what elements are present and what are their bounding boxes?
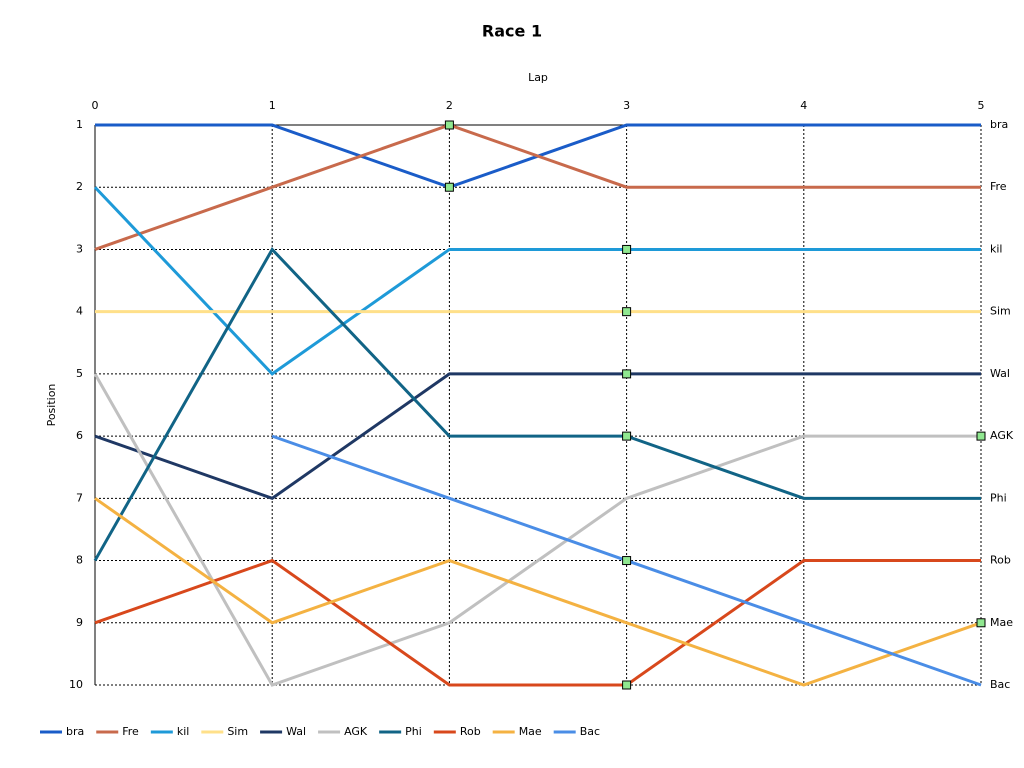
legend-label: kil: [177, 725, 189, 738]
y-tick-label: 10: [69, 678, 83, 691]
x-tick-label: 2: [446, 99, 453, 112]
y-tick-label: 3: [76, 242, 83, 255]
point-marker: [622, 307, 632, 317]
point-marker: [444, 182, 454, 192]
legend-label: bra: [66, 725, 84, 738]
point-marker: [444, 120, 454, 130]
x-tick-label: 3: [623, 99, 630, 112]
legend-label: Mae: [519, 725, 542, 738]
y-tick-label: 9: [76, 616, 83, 629]
y-tick-label: 5: [76, 367, 83, 380]
point-marker: [976, 431, 986, 441]
y-tick-label: 4: [76, 305, 83, 318]
series-line: [93, 186, 981, 376]
chart-title: Race 1: [482, 22, 542, 41]
series-line: [94, 372, 981, 501]
legend-label: Wal: [286, 725, 306, 738]
y-tick-label: 2: [76, 180, 83, 193]
legend-label: Phi: [405, 725, 422, 738]
end-label: Mae: [990, 616, 1013, 629]
end-label: Bac: [990, 678, 1010, 691]
x-tick-label: 5: [978, 99, 985, 112]
y-tick-label: 7: [76, 491, 83, 504]
end-label: Fre: [990, 180, 1007, 193]
legend-label: Rob: [460, 725, 481, 738]
legend-label: Bac: [580, 725, 600, 738]
series-line: [94, 497, 982, 687]
end-label: AGK: [990, 429, 1014, 442]
end-label: kil: [990, 242, 1002, 255]
legend-label: AGK: [344, 725, 368, 738]
point-marker: [622, 680, 632, 690]
point-marker: [622, 431, 632, 441]
end-label: Sim: [990, 305, 1011, 318]
y-axis-label: Position: [45, 384, 58, 427]
series-line: [94, 558, 981, 687]
x-tick-label: 4: [800, 99, 807, 112]
x-tick-label: 0: [92, 99, 99, 112]
x-axis-label: Lap: [528, 71, 548, 84]
series-line: [93, 373, 981, 687]
legend-label: Fre: [122, 725, 139, 738]
y-tick-label: 1: [76, 118, 83, 131]
end-label: Wal: [990, 367, 1010, 380]
point-marker: [976, 618, 986, 628]
end-label: bra: [990, 118, 1008, 131]
x-tick-label: 1: [269, 99, 276, 112]
point-marker: [622, 369, 632, 379]
series-line: [93, 246, 981, 562]
series-line: [94, 123, 981, 251]
end-label: Rob: [990, 554, 1011, 567]
point-marker: [622, 556, 632, 566]
y-tick-label: 8: [76, 554, 83, 567]
y-tick-label: 6: [76, 429, 83, 442]
end-label: Phi: [990, 491, 1007, 504]
point-marker: [622, 244, 632, 254]
legend-label: Sim: [227, 725, 248, 738]
